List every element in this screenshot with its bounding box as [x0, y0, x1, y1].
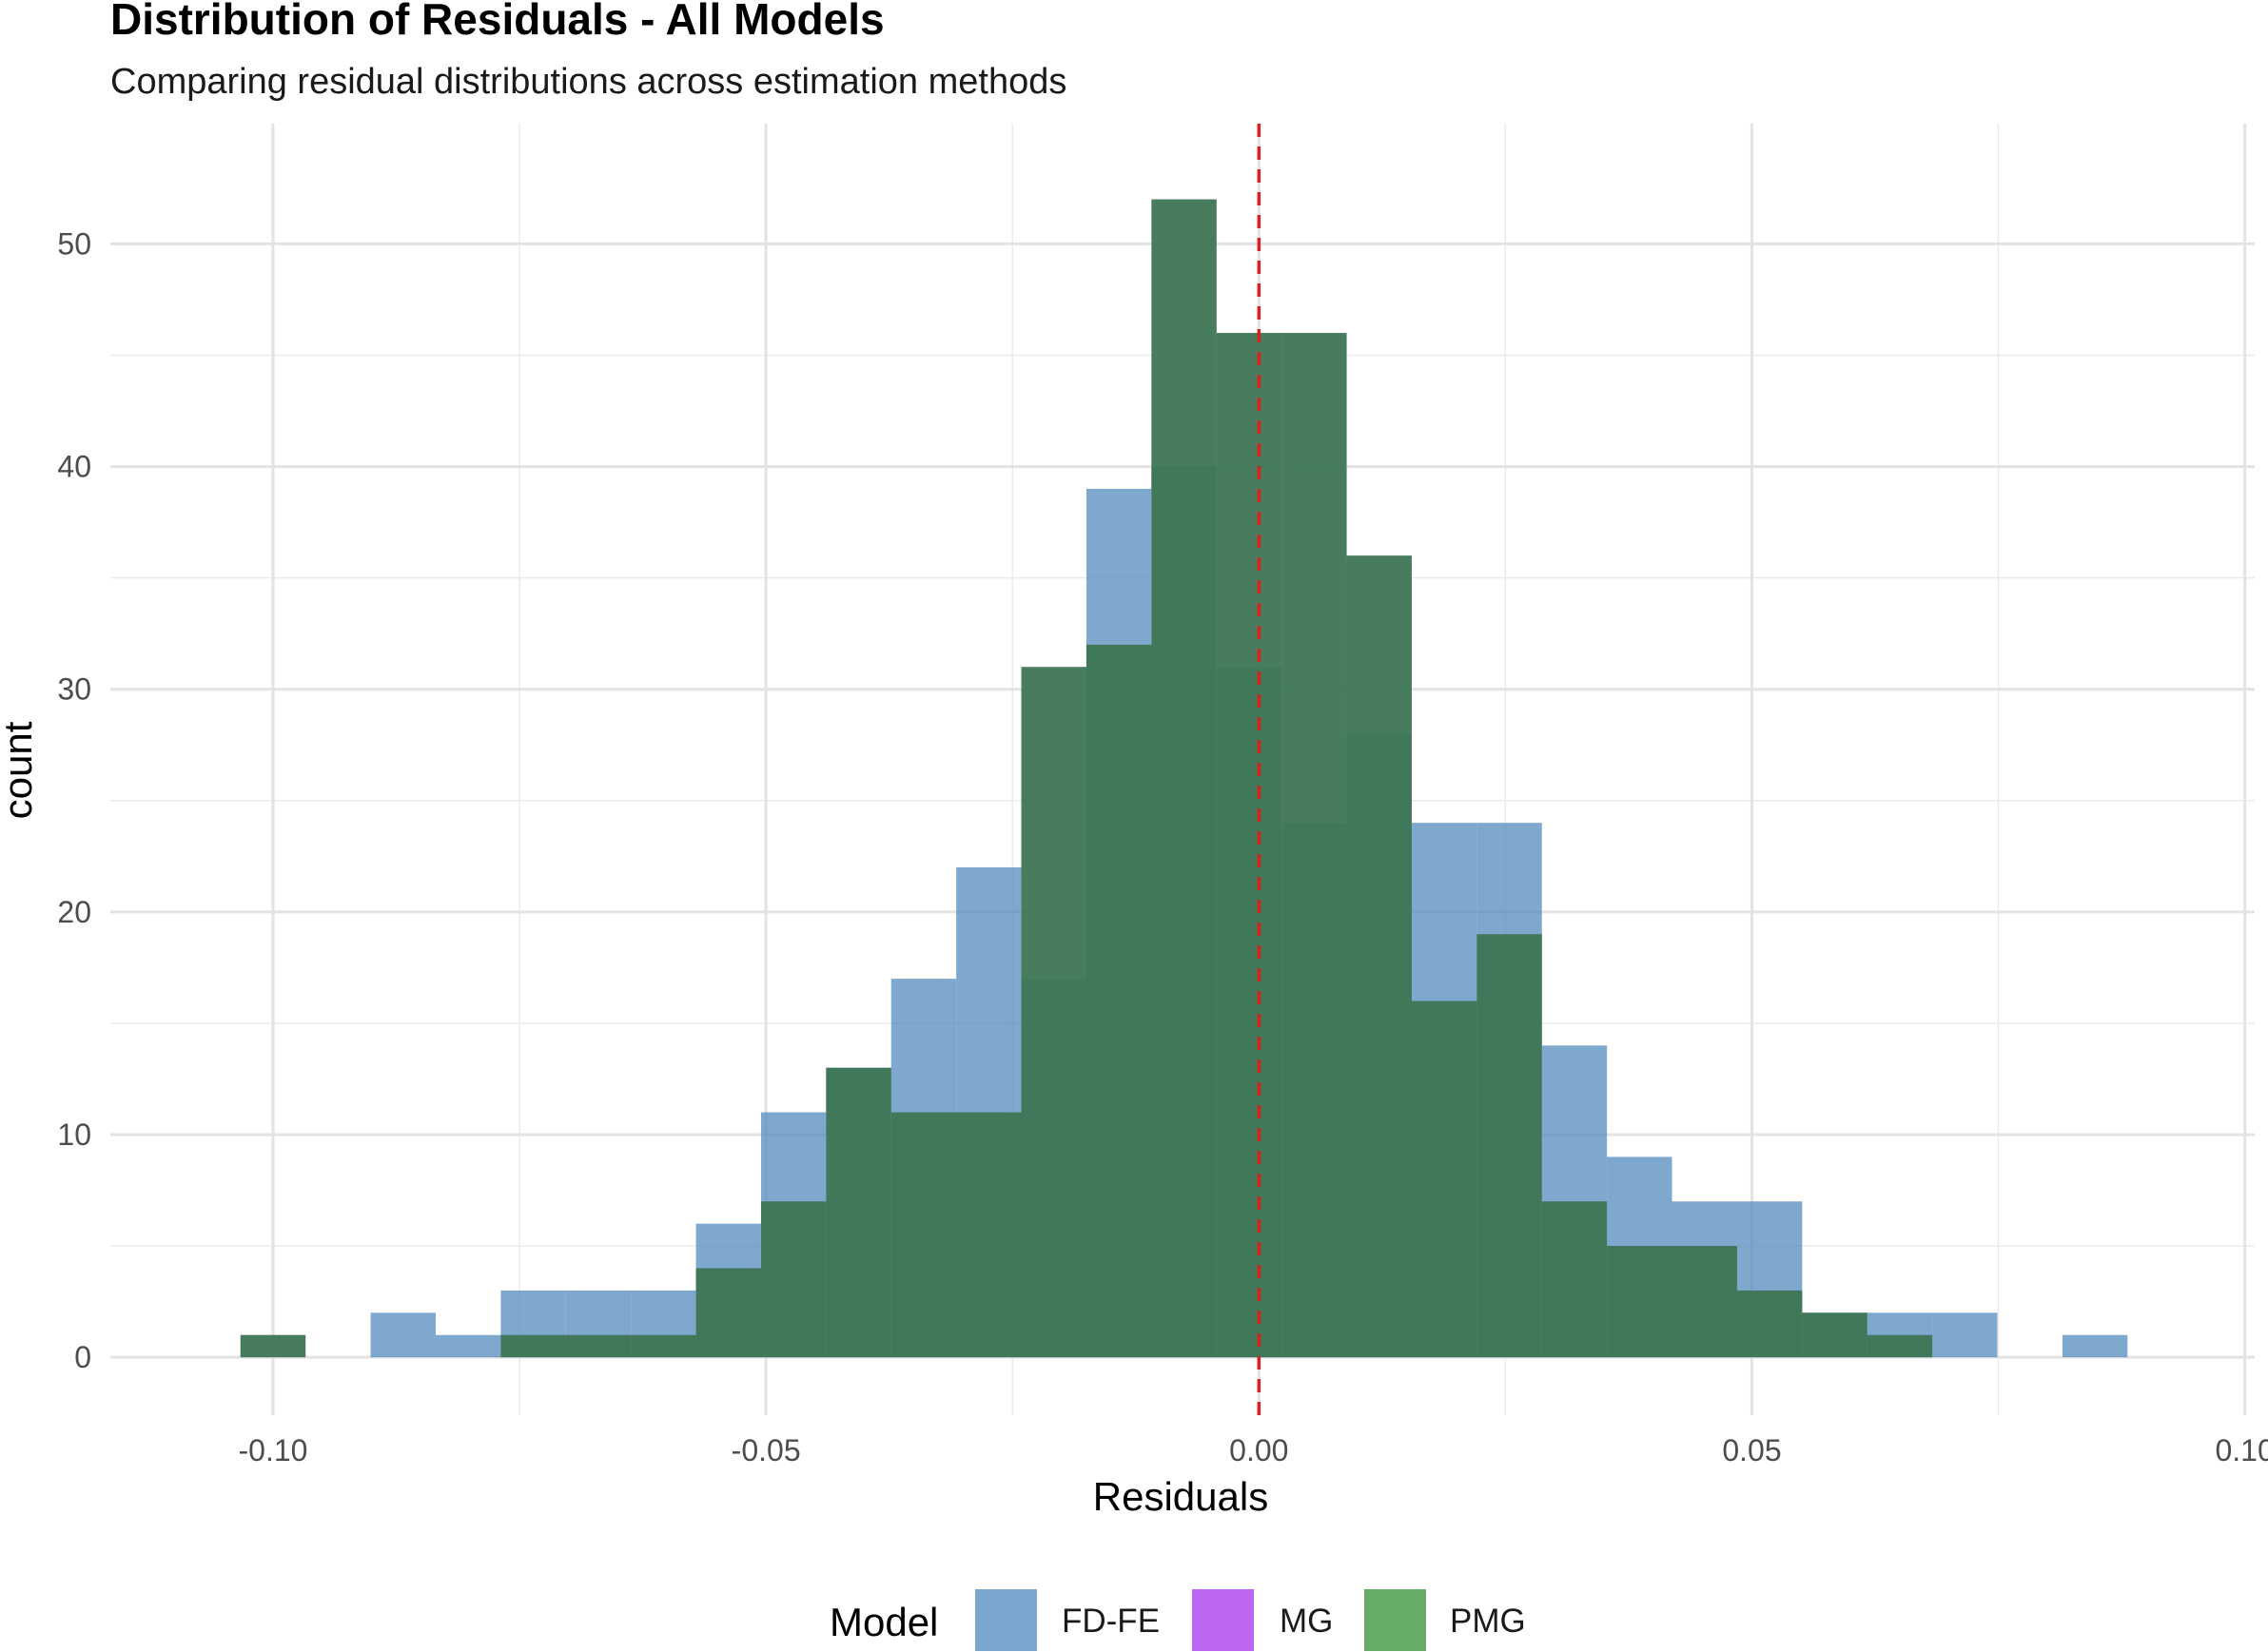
bar-pmg-9	[826, 1067, 891, 1358]
y-tick-label-0: 0	[74, 1340, 91, 1374]
y-tick-label-1: 10	[57, 1118, 91, 1152]
bar-pmg-8	[760, 1201, 827, 1358]
bar-pmg-11	[956, 1112, 1022, 1358]
bar-pmg-14	[1151, 199, 1217, 1358]
bar-pmg-18	[1411, 1001, 1477, 1358]
bar-fd-fe-26	[1932, 1312, 1998, 1358]
legend: Model FD-FE MG PMG	[830, 1589, 1526, 1651]
bar-fd-fe-28	[2062, 1334, 2128, 1358]
x-tick-label-3: 0.05	[1722, 1433, 1781, 1467]
legend-key-fd-fe	[975, 1589, 1037, 1651]
legend-title: Model	[830, 1600, 938, 1644]
legend-key-mg	[1192, 1589, 1254, 1651]
bar-fd-fe-2	[370, 1312, 436, 1358]
bar-pmg-6	[631, 1334, 696, 1358]
chart-title: Distribution of Residuals - All Models	[110, 0, 885, 44]
bar-pmg-10	[890, 1112, 957, 1358]
x-tick-label-4: 0.10	[2215, 1433, 2268, 1467]
bar-pmg-20	[1541, 1201, 1608, 1358]
x-tick-label-1: -0.05	[732, 1433, 801, 1467]
x-tick-label-0: -0.10	[239, 1433, 308, 1467]
bar-pmg-7	[695, 1268, 761, 1358]
legend-label-pmg: PMG	[1450, 1603, 1526, 1640]
chart-subtitle: Comparing residual distributions across …	[110, 62, 1066, 102]
bar-pmg-25	[1867, 1334, 1933, 1358]
histogram-bars	[240, 199, 2128, 1358]
bar-pmg-21	[1607, 1246, 1672, 1358]
bar-pmg-0	[240, 1334, 306, 1358]
x-axis-title: Residuals	[1093, 1474, 1268, 1519]
legend-key-pmg	[1364, 1589, 1426, 1651]
x-tick-label-2: 0.00	[1229, 1433, 1288, 1467]
legend-label-fd-fe: FD-FE	[1062, 1603, 1160, 1640]
bar-pmg-22	[1672, 1246, 1737, 1358]
bar-pmg-15	[1216, 333, 1282, 1358]
y-axis-title: count	[0, 721, 40, 819]
y-tick-label-2: 20	[57, 895, 91, 929]
bar-pmg-19	[1476, 934, 1542, 1358]
y-tick-label-4: 40	[57, 450, 91, 484]
bar-pmg-24	[1802, 1312, 1867, 1358]
bar-pmg-5	[565, 1334, 632, 1358]
bar-pmg-13	[1085, 644, 1152, 1358]
y-tick-label-5: 50	[57, 226, 91, 261]
y-tick-label-3: 30	[57, 672, 91, 707]
bar-pmg-4	[500, 1334, 566, 1358]
bar-pmg-17	[1346, 555, 1412, 1358]
bar-pmg-23	[1736, 1290, 1803, 1358]
series-pmg	[240, 199, 1933, 1358]
legend-label-mg: MG	[1280, 1603, 1333, 1640]
axis-ticks: -0.10 -0.05 0.00 0.05 0.10 0 10 20 30 40 50	[57, 226, 2268, 1467]
bar-pmg-16	[1281, 333, 1347, 1358]
bar-pmg-12	[1021, 667, 1086, 1358]
bar-fd-fe-3	[435, 1334, 501, 1358]
